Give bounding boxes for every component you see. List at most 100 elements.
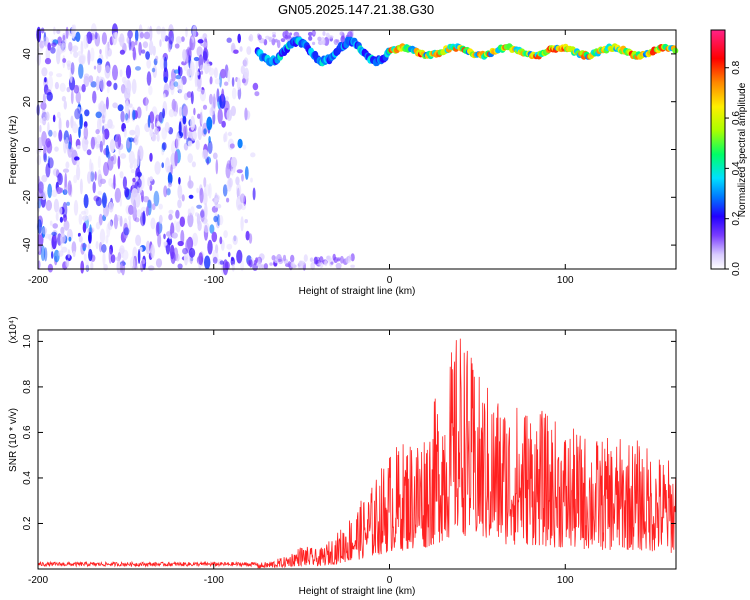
noise-blob: [198, 252, 204, 266]
noise-blob: [66, 86, 71, 93]
noise-blob: [313, 256, 318, 265]
noise-blob: [65, 259, 70, 268]
noise-blob: [187, 47, 192, 61]
noise-blob: [56, 73, 63, 78]
noise-blob: [136, 106, 142, 119]
noise-blob: [226, 37, 232, 43]
noise-blob: [236, 249, 243, 264]
noise-blob: [332, 253, 336, 261]
noise-blob: [145, 206, 149, 217]
noise-blob: [243, 57, 249, 67]
noise-blob: [226, 160, 232, 170]
noise-blob: [36, 154, 42, 166]
noise-blob: [187, 212, 194, 228]
noise-blob: [82, 222, 87, 234]
noise-blob: [83, 35, 88, 50]
snr-y-multiplier: (x10⁴): [8, 316, 19, 343]
snr-line-path: [37, 338, 677, 569]
noise-blob: [330, 261, 334, 265]
noise-blob: [165, 238, 171, 255]
noise-blob: [205, 63, 211, 73]
noise-blob: [105, 235, 109, 244]
noise-blob: [86, 31, 93, 44]
noise-blob: [197, 126, 202, 141]
noise-blob: [149, 184, 153, 192]
noise-blob: [254, 91, 260, 97]
noise-blob: [211, 231, 218, 243]
noise-blob: [39, 117, 44, 124]
noise-blob: [36, 26, 42, 43]
noise-blob: [149, 111, 155, 124]
noise-blob: [237, 138, 243, 149]
noise-blob: [55, 212, 59, 221]
noise-blob: [312, 41, 316, 46]
noise-blob: [220, 68, 227, 79]
noise-blob: [237, 86, 242, 100]
noise-blob: [70, 62, 75, 75]
noise-blob: [90, 261, 94, 271]
noise-blob: [94, 171, 97, 181]
noise-blob: [272, 34, 276, 38]
noise-blob: [173, 220, 178, 231]
noise-blob: [244, 107, 248, 121]
colorbar-tick-label: 0.2: [731, 211, 742, 225]
noise-blob: [171, 232, 178, 239]
x-tick-label: -100: [204, 275, 224, 286]
noise-blob: [216, 203, 222, 209]
noise-blob: [95, 221, 101, 230]
noise-blob: [335, 262, 342, 269]
noise-blob: [71, 241, 77, 255]
noise-blob: [149, 152, 153, 162]
noise-blob: [119, 215, 123, 227]
noise-blob: [230, 257, 235, 266]
noise-blob: [57, 36, 63, 46]
noise-blob: [46, 91, 53, 102]
noise-blob: [241, 78, 246, 84]
noise-blob: [52, 114, 56, 123]
noise-blob: [116, 256, 120, 262]
noise-blob: [303, 254, 308, 262]
noise-blob: [196, 187, 199, 194]
noise-blob: [78, 126, 81, 139]
noise-blob: [204, 203, 208, 219]
noise-blob: [217, 108, 223, 124]
noise-blob: [206, 157, 209, 166]
noise-blob: [267, 36, 273, 41]
noise-blob: [203, 222, 210, 233]
noise-blob: [45, 199, 52, 211]
noise-blob: [177, 263, 183, 269]
noise-blob: [199, 187, 204, 204]
noise-blob: [78, 213, 83, 225]
noise-blob: [106, 223, 111, 238]
noise-blob: [253, 259, 257, 266]
x-tick-label: 100: [557, 275, 574, 286]
noise-blob: [155, 122, 162, 127]
noise-blob: [148, 40, 154, 56]
noise-blob: [90, 81, 97, 88]
noise-blob: [222, 184, 228, 197]
noise-blob: [113, 214, 118, 230]
noise-blob: [182, 105, 188, 117]
noise-blob: [62, 58, 67, 63]
noise-blob: [182, 115, 187, 125]
noise-blob: [216, 194, 220, 199]
noise-blob: [274, 38, 278, 43]
noise-blob: [156, 133, 160, 142]
noise-blob: [186, 68, 192, 77]
noise-blob: [183, 250, 189, 266]
noise-blob: [258, 261, 262, 269]
noise-blob: [48, 71, 54, 77]
noise-blob: [231, 87, 237, 100]
noise-blob: [86, 149, 92, 156]
noise-blob: [111, 32, 118, 46]
noise-blob: [88, 231, 92, 244]
noise-blob: [224, 131, 228, 142]
noise-blob: [52, 223, 58, 229]
noise-blob: [60, 236, 63, 249]
noise-blob: [261, 264, 265, 269]
noise-blob: [80, 260, 85, 274]
noise-blob: [150, 217, 156, 230]
noise-blob: [65, 136, 69, 150]
noise-blob: [95, 196, 102, 207]
